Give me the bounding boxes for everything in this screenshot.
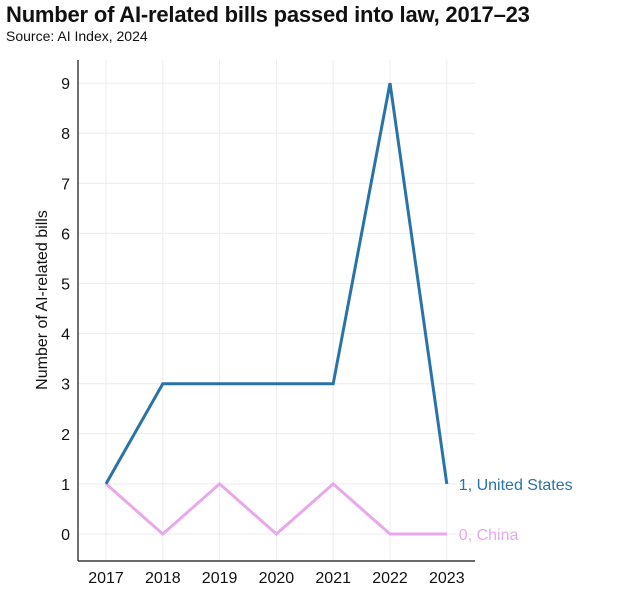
y-tick-label: 7: [61, 176, 70, 193]
x-tick-label: 2019: [202, 570, 238, 587]
y-tick-label: 3: [61, 377, 70, 394]
series-end-labels: 0, China 1, United States: [459, 477, 573, 544]
y-tick-label: 8: [61, 126, 70, 143]
x-tick-label: 2020: [259, 570, 295, 587]
y-tick-label: 4: [61, 327, 70, 344]
y-tick-label: 6: [61, 226, 70, 243]
y-tick-label: 1: [61, 477, 70, 494]
y-tick-label: 0: [61, 527, 70, 544]
y-tick-label: 9: [61, 76, 70, 93]
chart-title: Number of AI-related bills passed into l…: [6, 2, 530, 27]
y-axis-title: Number of AI-related bills: [34, 210, 51, 390]
chart-subtitle: Source: AI Index, 2024: [6, 28, 148, 44]
series-end-label-united-states: 1, United States: [459, 477, 573, 494]
x-tick-label: 2021: [315, 570, 351, 587]
x-tick-label: 2023: [429, 570, 465, 587]
series-lines: [104, 82, 449, 537]
series-line-united-states: [104, 82, 449, 485]
x-tick-label: 2018: [145, 570, 181, 587]
x-tick-labels: 2017 2018 2019 2020 2021 2022 2023: [88, 570, 464, 587]
y-tick-labels: 0 1 2 3 4 5 6 7 8 9: [61, 76, 70, 544]
y-tick-label: 2: [61, 427, 70, 444]
series-line-china: [105, 481, 447, 537]
grid-lines: [79, 60, 475, 560]
y-tick-label: 5: [61, 277, 70, 294]
x-tick-label: 2022: [372, 570, 408, 587]
series-end-label-china: 0, China: [459, 527, 519, 544]
x-tick-label: 2017: [88, 570, 124, 587]
